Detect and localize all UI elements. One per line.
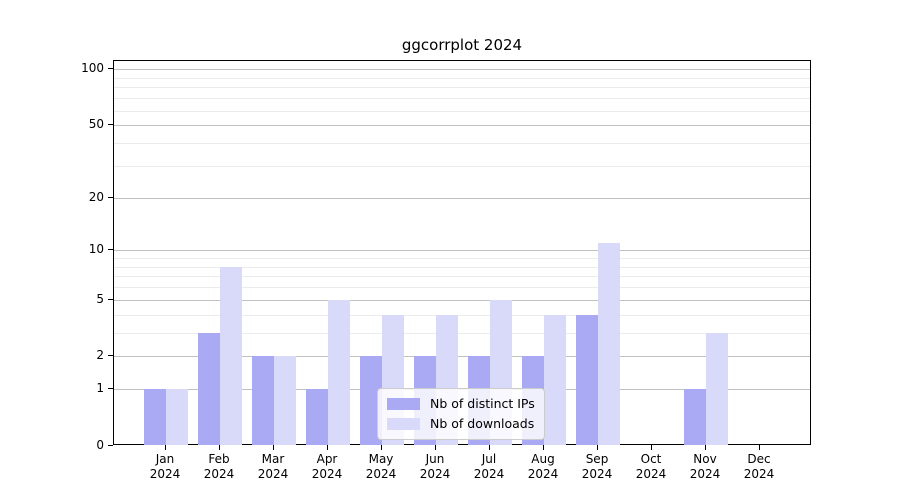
y-tick-mark (108, 388, 113, 390)
y-gridline-major (114, 69, 810, 71)
x-tick-label: Apr 2024 (311, 452, 343, 481)
x-tick-mark (435, 445, 436, 450)
y-tick-label: 20 (88, 189, 104, 204)
x-tick-label: Jul 2024 (473, 452, 505, 481)
x-tick-label: Feb 2024 (203, 452, 235, 481)
x-tick-label: Dec 2024 (743, 452, 775, 481)
y-tick-label: 0 (96, 438, 104, 452)
bar-ips-mar (252, 356, 274, 445)
y-gridline-minor (114, 110, 810, 112)
legend-swatch-downloads (387, 418, 420, 430)
legend-label-distinct-ips: Nb of distinct IPs (430, 396, 535, 411)
y-gridline-major (114, 125, 810, 127)
legend-label-downloads: Nb of downloads (430, 416, 535, 431)
legend-item-downloads: Nb of downloads (387, 414, 535, 434)
bar-downloads-nov (706, 332, 728, 445)
y-tick-mark (108, 124, 113, 126)
y-gridline-major (114, 250, 810, 252)
x-tick-label: Jan 2024 (149, 452, 181, 481)
x-tick-mark (219, 445, 220, 450)
y-gridline-minor (114, 276, 810, 278)
y-gridline-minor (114, 142, 810, 144)
bar-downloads-jan (166, 389, 188, 445)
y-gridline-major (114, 299, 810, 301)
y-tick-mark (108, 445, 113, 446)
bar-ips-jan (144, 389, 166, 445)
y-tick-mark (108, 298, 113, 300)
bar-downloads-sep (598, 243, 620, 445)
y-gridline-minor (114, 258, 810, 260)
x-tick-label: Sep 2024 (581, 452, 613, 481)
x-tick-mark (759, 445, 760, 450)
y-tick-mark (108, 249, 113, 251)
bar-downloads-mar (274, 356, 296, 445)
y-gridline-minor (114, 77, 810, 79)
y-gridline-major (114, 356, 810, 358)
x-tick-label: May 2024 (365, 452, 397, 481)
bar-ips-sep (576, 314, 598, 445)
x-tick-label: Nov 2024 (689, 452, 721, 481)
x-tick-mark (327, 445, 328, 450)
y-tick-label: 100 (81, 61, 104, 76)
legend-swatch-distinct-ips (387, 398, 420, 410)
bar-downloads-aug (544, 314, 566, 445)
y-tick-label: 1 (96, 381, 104, 396)
legend: Nb of distinct IPs Nb of downloads (377, 388, 545, 440)
x-tick-mark (273, 445, 274, 450)
bar-ips-may (360, 356, 382, 445)
y-tick-mark (108, 355, 113, 357)
bar-ips-apr (306, 389, 328, 445)
y-gridline-minor (114, 87, 810, 89)
x-tick-mark (705, 445, 706, 450)
x-tick-label: Oct 2024 (635, 452, 667, 481)
y-tick-label: 50 (88, 117, 104, 132)
y-gridline-minor (114, 165, 810, 167)
y-gridline-minor (114, 314, 810, 316)
x-tick-mark (543, 445, 544, 450)
y-gridline-minor (114, 287, 810, 289)
y-gridline-minor (114, 266, 810, 268)
y-tick-label: 10 (88, 242, 104, 257)
x-tick-mark (489, 445, 490, 450)
bar-downloads-feb (220, 266, 242, 445)
bar-downloads-apr (328, 299, 350, 445)
y-tick-label: 5 (96, 291, 104, 306)
x-tick-label: Jun 2024 (419, 452, 451, 481)
y-tick-label: 2 (96, 348, 104, 363)
chart-title: ggcorrplot 2024 (401, 36, 523, 54)
x-tick-mark (381, 445, 382, 450)
y-tick-mark (108, 196, 113, 198)
legend-item-distinct-ips: Nb of distinct IPs (387, 394, 535, 414)
y-tick-mark (108, 68, 113, 70)
x-tick-label: Aug 2024 (527, 452, 559, 481)
bar-ips-nov (684, 389, 706, 445)
x-tick-label: Mar 2024 (257, 452, 289, 481)
y-gridline-minor (114, 332, 810, 334)
x-tick-mark (651, 445, 652, 450)
x-tick-mark (597, 445, 598, 450)
y-gridline-major (114, 197, 810, 199)
bar-ips-feb (198, 332, 220, 445)
y-gridline-minor (114, 98, 810, 100)
x-tick-mark (165, 445, 166, 450)
